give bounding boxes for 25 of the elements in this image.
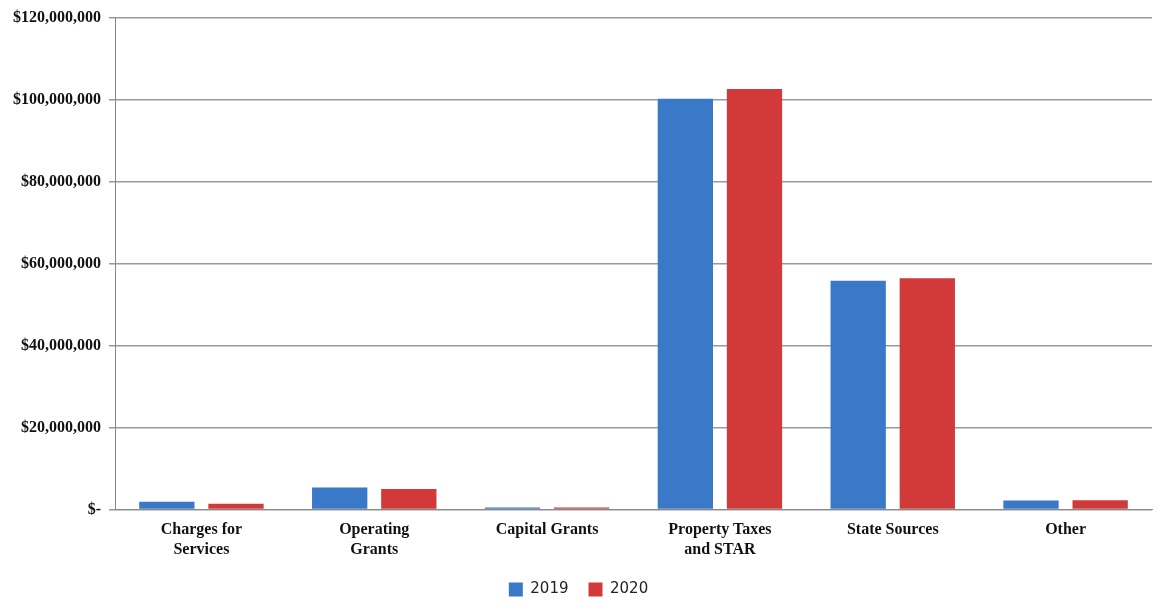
bar [208,503,264,509]
x-tick-label: State Sources [846,520,939,538]
bar [1072,500,1128,509]
bar [830,280,886,509]
bar [726,88,783,509]
y-tick-label: $- [87,499,101,517]
bar [381,489,437,509]
x-tick-label: Charges for Services [160,520,243,557]
legend-label: 2020 [610,579,649,598]
y-tick-label: $20,000,000 [21,417,101,435]
legend-label: 2019 [530,579,569,598]
x-tick-label: Other [1045,520,1087,538]
bar [657,98,713,509]
y-tick-label: $60,000,000 [21,253,101,271]
y-tick-label: $120,000,000 [13,7,101,25]
bar [312,487,368,509]
bar [139,501,195,509]
y-tick-label: $100,000,000 [13,89,101,107]
x-tick-label: Capital Grants [495,520,599,539]
x-tick-label: Operating Grants [339,520,410,557]
x-tick-label: Property Taxes and STAR [668,520,772,557]
bar [1003,500,1059,509]
bar [899,278,955,509]
y-tick-label: $40,000,000 [21,335,101,353]
y-tick-label: $80,000,000 [21,171,101,189]
